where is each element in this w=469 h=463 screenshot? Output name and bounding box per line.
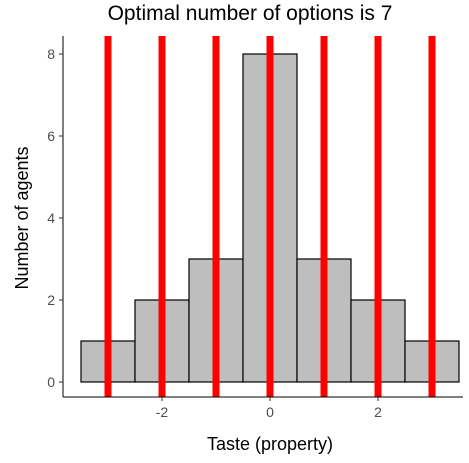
y-axis-label: Number of agents xyxy=(12,146,32,289)
y-tick-label-2: 4 xyxy=(47,210,55,226)
y-tick-label-3: 6 xyxy=(47,128,55,144)
x-tick-label-1: 0 xyxy=(266,404,274,420)
x-axis-label: Taste (property) xyxy=(207,434,333,454)
x-tick-label-2: 2 xyxy=(374,404,382,420)
axes-group: 0 2 4 6 8 -2 0 2 xyxy=(47,36,463,420)
y-tick-label-1: 2 xyxy=(47,292,55,308)
option-lines-group xyxy=(104,36,436,397)
y-tick-label-0: 0 xyxy=(47,374,55,390)
x-tick-label-0: -2 xyxy=(156,404,169,420)
chart-title: Optimal number of options is 7 xyxy=(108,2,393,25)
y-tick-label-4: 8 xyxy=(47,46,55,62)
